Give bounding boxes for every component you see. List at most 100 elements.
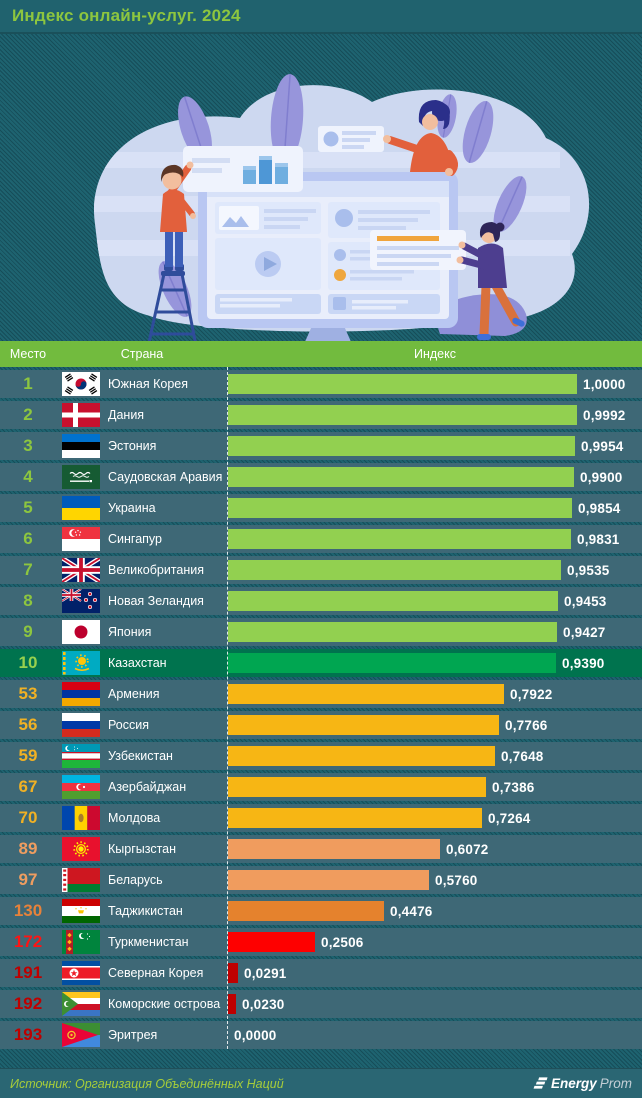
bar-area: 0,9954 [228, 432, 642, 460]
country-label: Казахстан [108, 656, 167, 670]
country-label: Украина [108, 501, 156, 515]
index-value: 0,9854 [578, 500, 621, 516]
index-value: 0,7922 [510, 686, 553, 702]
rank-label: 70 [18, 808, 38, 827]
flag-icon-md [62, 806, 100, 830]
index-bar [228, 405, 577, 425]
bar-chart-card [183, 146, 303, 192]
column-header-index: Индекс [414, 347, 456, 361]
index-value: 0,2506 [321, 934, 364, 950]
country-label: Новая Зеландия [108, 594, 204, 608]
table-row: 130 Таджикистан 0,4476 [0, 897, 642, 925]
flag-icon-tj [62, 899, 100, 923]
index-bar [228, 498, 572, 518]
ladder [147, 273, 197, 341]
table-header: Место Страна Индекс [0, 341, 642, 367]
rank-label: 97 [18, 870, 38, 889]
index-value: 0,9900 [580, 469, 623, 485]
rank-label: 59 [18, 746, 38, 765]
table-row: 70 Молдова 0,7264 [0, 804, 642, 832]
index-bar [228, 622, 557, 642]
brand-name-bold: Energy [550, 1076, 597, 1091]
country-label: Япония [108, 625, 152, 639]
index-bar [228, 684, 504, 704]
country-label: Северная Корея [108, 966, 204, 980]
index-bar [228, 715, 499, 735]
rank-label: 10 [18, 653, 38, 672]
country-label: Дания [108, 408, 145, 422]
flag-icon-km [62, 992, 100, 1016]
rank-label: 172 [13, 932, 43, 951]
index-value: 0,7264 [488, 810, 531, 826]
table-row: 3 Эстония 0,9954 [0, 432, 642, 460]
table-row: 2 Дания 0,9992 [0, 401, 642, 429]
index-value: 0,9453 [564, 593, 607, 609]
table-row: 7 Великобритания 0,9535 [0, 556, 642, 584]
flag-icon-tm [62, 930, 100, 954]
index-bar [228, 746, 495, 766]
country-label: Эритрея [108, 1028, 158, 1042]
index-value: 0,9954 [581, 438, 624, 454]
rank-label: 89 [18, 839, 38, 858]
person-left [160, 161, 196, 271]
rank-label: 6 [23, 529, 33, 548]
flag-icon-uz [62, 744, 100, 768]
index-bar [228, 436, 575, 456]
rank-label: 192 [13, 994, 43, 1013]
table-row: 56 Россия 0,7766 [0, 711, 642, 739]
rank-label: 5 [23, 498, 33, 517]
flag-icon-kr [62, 372, 100, 396]
country-label: Таджикистан [108, 904, 183, 918]
bar-area: 0,7386 [228, 773, 642, 801]
flag-icon-jp [62, 620, 100, 644]
person-top-right [383, 100, 458, 176]
flag-icon-kg [62, 837, 100, 861]
bar-area: 0,2506 [228, 928, 642, 956]
rank-label: 130 [13, 901, 43, 920]
country-label: Узбекистан [108, 749, 173, 763]
country-label: Кыргызстан [108, 842, 177, 856]
energyprom-logo-icon [533, 1077, 548, 1089]
table-row: 191 Северная Корея 0,0291 [0, 959, 642, 987]
bar-area: 0,0230 [228, 990, 642, 1018]
content-card [370, 230, 466, 270]
flag-icon-kp [62, 961, 100, 985]
table-row: 192 Коморские острова 0,0230 [0, 990, 642, 1018]
index-value: 0,9535 [567, 562, 610, 578]
rank-label: 56 [18, 715, 38, 734]
table-row: 193 Эритрея 0,0000 [0, 1021, 642, 1049]
index-bar [228, 591, 558, 611]
index-value: 0,9992 [583, 407, 626, 423]
table-rows: 1 Южная Корея 1,0000 2 Дания 0,9992 3 Эс… [0, 370, 642, 1052]
person-right [456, 222, 525, 340]
rank-label: 193 [13, 1025, 43, 1044]
flag-icon-sg [62, 527, 100, 551]
bar-area: 0,0000 [228, 1021, 642, 1049]
web-design-illustration [94, 74, 590, 341]
index-value: 0,0000 [234, 1027, 277, 1043]
flag-icon-by [62, 868, 100, 892]
bar-area: 0,9900 [228, 463, 642, 491]
rank-label: 2 [23, 405, 33, 424]
index-bar [228, 963, 238, 983]
index-bar [228, 932, 315, 952]
bar-area: 0,4476 [228, 897, 642, 925]
index-bar [228, 839, 440, 859]
bar-area: 0,6072 [228, 835, 642, 863]
index-value: 0,7386 [492, 779, 535, 795]
country-label: Молдова [108, 811, 161, 825]
table-row: 97 Беларусь 0,5760 [0, 866, 642, 894]
bar-area: 0,7922 [228, 680, 642, 708]
column-header-country: Страна [120, 347, 164, 361]
flag-icon-sa [62, 465, 100, 489]
table-row: 172 Туркменистан 0,2506 [0, 928, 642, 956]
flag-icon-kz [62, 651, 100, 675]
title-bar: Индекс онлайн-услуг. 2024 [0, 0, 642, 34]
rank-label: 4 [23, 467, 33, 486]
bar-area: 0,9535 [228, 556, 642, 584]
bar-area: 0,7648 [228, 742, 642, 770]
rank-label: 3 [23, 436, 33, 455]
rank-label: 67 [18, 777, 38, 796]
flag-icon-am [62, 682, 100, 706]
